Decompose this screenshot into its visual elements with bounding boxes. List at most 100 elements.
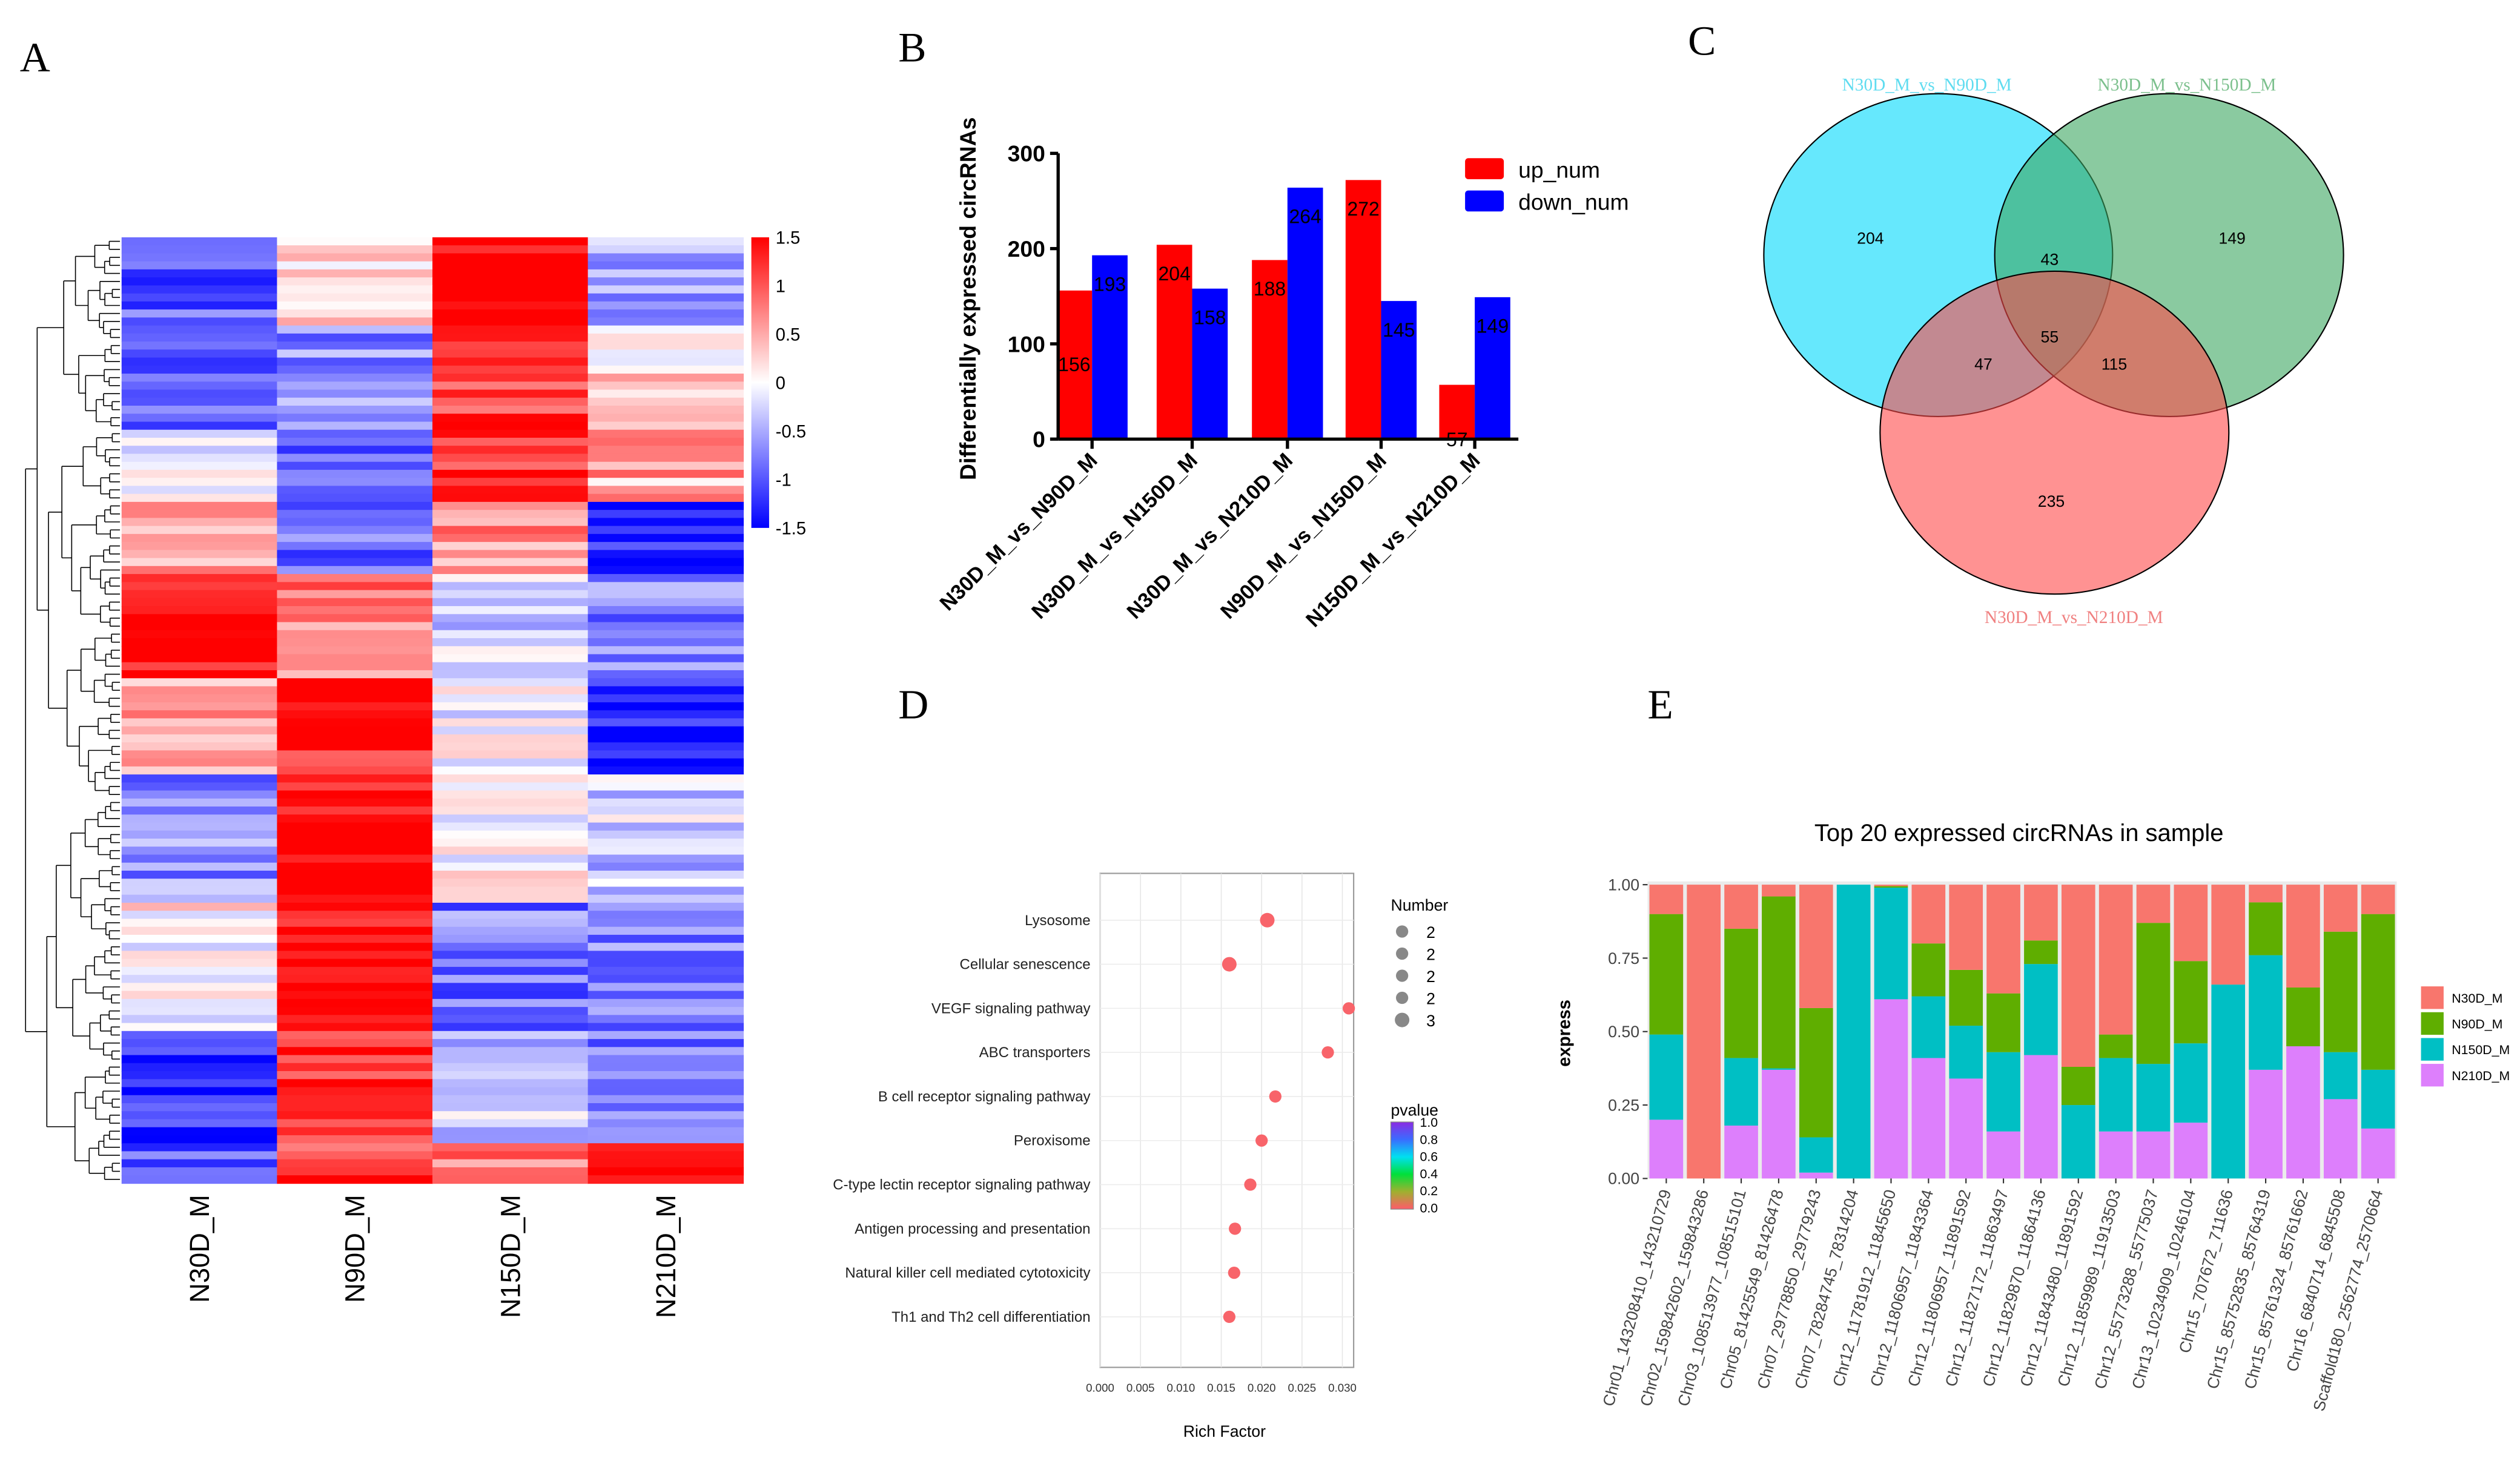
heatmap-cell	[121, 414, 278, 423]
heatmap-cell	[277, 590, 433, 599]
heatmap-cell	[277, 1039, 433, 1048]
heatmap-cell	[587, 446, 744, 455]
heatmap-cell	[432, 357, 589, 366]
heatmap-cell	[121, 1007, 278, 1016]
heatmap-cell	[432, 879, 589, 888]
heatmap-cell	[121, 718, 278, 727]
heatmap-cell	[432, 1119, 589, 1128]
heatmap-cell	[121, 341, 278, 351]
heatmap-cell	[587, 429, 744, 438]
stacked-segment-N150D_M	[1762, 1068, 1796, 1070]
legend-label: N210D_M	[2452, 1069, 2510, 1083]
stacked-segment-N210D_M	[2098, 1131, 2133, 1179]
heatmap-cell	[277, 1127, 433, 1136]
venn-set-label: N30D_M_vs_N90D_M	[1842, 75, 2012, 94]
heatmap-cell	[432, 1175, 589, 1184]
stacked-segment-N90D_M	[1986, 993, 2020, 1052]
heatmap-cell	[121, 558, 278, 567]
heatmap-cell	[277, 285, 433, 294]
heatmap-cell	[432, 966, 589, 975]
heatmap-cell	[121, 614, 278, 623]
heatmap-cell	[587, 662, 744, 671]
heatmap-cell	[277, 702, 433, 711]
heatmap-cell	[121, 469, 278, 478]
stacked-segment-N90D_M	[2136, 923, 2171, 1064]
heatmap-cell	[587, 830, 744, 839]
stacked-segment-N210D_M	[2361, 1128, 2395, 1179]
pvalue-tick-label: 0.0	[1420, 1201, 1438, 1215]
stacked-segment-N30D_M	[1874, 885, 1908, 886]
heatmap-cell	[432, 453, 589, 463]
heatmap-cell	[432, 590, 589, 599]
heatmap-cell	[587, 886, 744, 895]
stacked-segment-N90D_M	[2286, 987, 2320, 1047]
y-tick-label: 100	[1008, 331, 1045, 357]
stacked-segment-N210D_M	[1724, 1126, 1758, 1179]
heatmap-cell	[277, 1063, 433, 1072]
heatmap-cell	[121, 934, 278, 943]
heatmap-cell	[432, 918, 589, 928]
legend-label: N30D_M	[2452, 991, 2502, 1006]
heatmap-cell	[432, 638, 589, 647]
heatmap-cell	[587, 566, 744, 575]
heatmap-cell	[277, 1055, 433, 1064]
heatmap-cell	[587, 862, 744, 871]
panel-label-e: E	[1647, 681, 1673, 728]
heatmap-cell	[432, 678, 589, 687]
heatmap-cell	[432, 1151, 589, 1160]
heatmap-cell	[277, 598, 433, 607]
heatmap-cell	[121, 486, 278, 495]
heatmap-cell	[121, 446, 278, 455]
stacked-segment-N90D_M	[2098, 1034, 2133, 1058]
heatmap-cell	[277, 630, 433, 639]
heatmap-cell	[587, 293, 744, 302]
heatmap-cell	[121, 253, 278, 262]
heatmap-cell	[277, 1031, 433, 1040]
heatmap-cell	[587, 702, 744, 711]
pvalue-tick-label: 0.8	[1420, 1132, 1438, 1147]
heatmap-cell	[121, 374, 278, 383]
heatmap-colorbar	[751, 237, 769, 528]
heatmap-cell	[277, 253, 433, 262]
heatmap-cell	[277, 782, 433, 791]
heatmap-cell	[432, 437, 589, 447]
heatmap-cell	[121, 1095, 278, 1104]
heatmap-cell	[432, 902, 589, 911]
heatmap-cell	[277, 558, 433, 567]
y-tick-label: 0	[1033, 427, 1045, 452]
heatmap-cell	[121, 293, 278, 302]
bar-down_num	[1287, 187, 1323, 440]
heatmap-cell	[277, 694, 433, 703]
heatmap-cell	[432, 943, 589, 952]
heatmap-cell	[277, 317, 433, 326]
heatmap-panel: N30D_M N90D_M N150D_M N210D_M 1.5 1 0.5 0 -0.5 -1…	[25, 228, 806, 1318]
venn-region-count: 204	[1857, 229, 1884, 248]
heatmap-cell	[277, 1159, 433, 1168]
heatmap-cell	[432, 293, 589, 302]
heatmap-cell	[277, 839, 433, 848]
heatmap-cell	[432, 261, 589, 270]
panel-label-b: B	[898, 24, 926, 70]
stacked-segment-N90D_M	[1724, 928, 1758, 1058]
bar-up_num	[1156, 245, 1192, 440]
heatmap-cell	[432, 1055, 589, 1064]
heatmap-cell	[277, 862, 433, 871]
y-tick-label: 0.75	[1608, 949, 1639, 968]
heatmap-cell	[432, 774, 589, 783]
heatmap-cell	[121, 774, 278, 783]
heatmap-cell	[587, 550, 744, 559]
heatmap-cell	[587, 357, 744, 366]
heatmap-cell	[121, 406, 278, 415]
heatmap-cell	[121, 830, 278, 839]
stacked-segment-N210D_M	[1874, 999, 1908, 1179]
bar-value-label: 204	[1158, 263, 1190, 285]
stacked-segment-N150D_M	[1949, 1026, 1983, 1079]
heatmap-cell	[587, 951, 744, 960]
heatmap-cell	[432, 1047, 589, 1056]
heatmap-cell	[121, 349, 278, 358]
heatmap-cell	[587, 277, 744, 286]
stacked-segment-N30D_M	[2211, 885, 2246, 985]
heatmap-cell	[587, 598, 744, 607]
